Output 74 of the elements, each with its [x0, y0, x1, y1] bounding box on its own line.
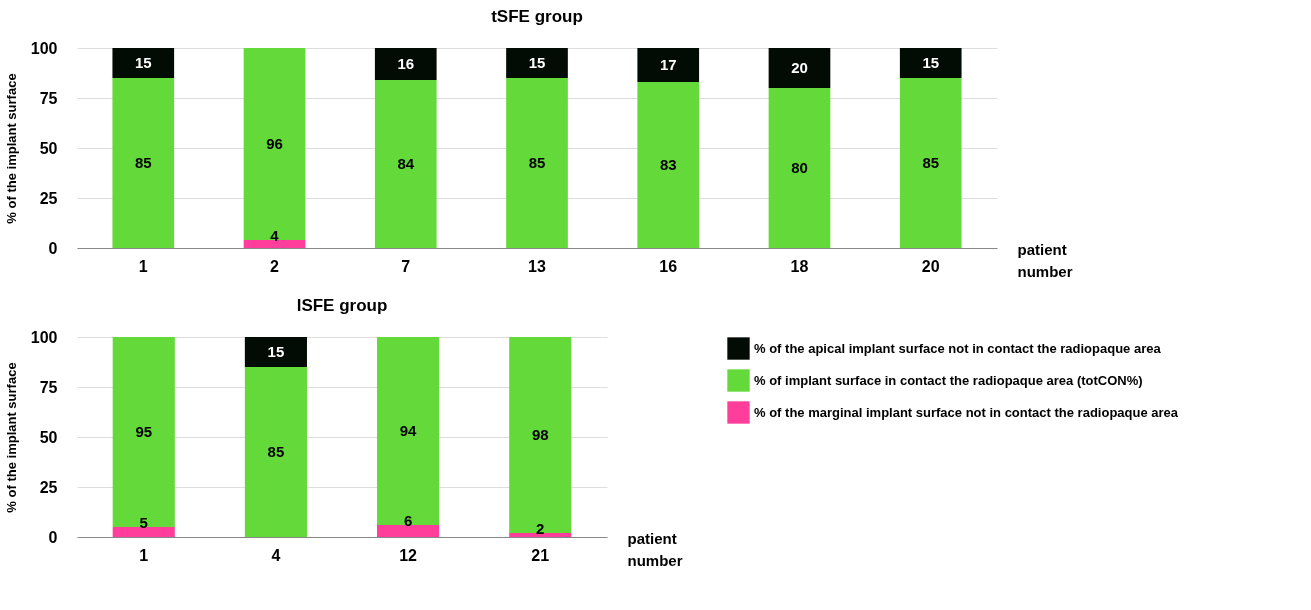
- y-tick-label: 75: [39, 378, 58, 396]
- data-label: 15: [134, 54, 152, 71]
- bar: [377, 525, 440, 537]
- y-tick-label: 0: [48, 239, 58, 257]
- data-label: 85: [134, 154, 152, 171]
- bar: [506, 78, 568, 248]
- bar: [506, 48, 568, 78]
- legend-label: % of implant surface in contact the radiopaque area (totCON%): [754, 372, 1143, 388]
- data-label: 80: [791, 159, 808, 176]
- y-tick-label: 100: [30, 39, 58, 57]
- x-tick-label: 13: [528, 257, 546, 275]
- legend-label: % of the apical implant surface not in contact the radiopaque area: [754, 340, 1162, 356]
- x-axis-title: patient number: [627, 529, 683, 569]
- x-tick-label: 16: [659, 257, 678, 275]
- legend-label: % of the marginal implant surface not in contact the radiopaque area: [754, 404, 1179, 420]
- data-label: 96: [266, 135, 283, 152]
- bar: [243, 240, 306, 248]
- data-label: 15: [922, 54, 940, 71]
- bar: [637, 82, 700, 248]
- bar: [509, 337, 572, 533]
- y-tick-label: 75: [39, 89, 58, 107]
- data-label: 83: [659, 156, 677, 173]
- bar: [374, 80, 437, 248]
- bar: [899, 48, 962, 78]
- data-label: 85: [528, 154, 546, 171]
- y-tick-label: 25: [39, 189, 58, 207]
- bar: [899, 78, 962, 248]
- x-tick-label: 1: [138, 257, 148, 275]
- bar: [637, 48, 700, 82]
- data-label: 95: [135, 423, 153, 440]
- bar: [377, 337, 440, 525]
- y-tick-label: 50: [39, 428, 58, 446]
- chart-title: lSFE group: [296, 296, 388, 315]
- y-axis-title: % of the implant surface: [3, 73, 19, 224]
- chart-title: tSFE group: [491, 7, 583, 26]
- data-label: 6: [403, 512, 413, 529]
- y-tick-label: 25: [39, 478, 58, 496]
- data-label: 94: [399, 422, 418, 439]
- data-label: 85: [267, 443, 285, 460]
- y-axis-title: % of the implant surface: [3, 362, 19, 513]
- data-label: 16: [397, 55, 415, 72]
- bar: [768, 88, 831, 248]
- x-axis-title: patient number: [1017, 240, 1073, 280]
- bar: [244, 367, 307, 537]
- y-tick-label: 100: [30, 328, 58, 346]
- x-tick-label: 20: [921, 257, 940, 275]
- data-label: 15: [528, 54, 546, 71]
- data-label: 85: [922, 154, 940, 171]
- x-tick-label: 1: [139, 546, 149, 564]
- data-label: 17: [659, 56, 677, 73]
- data-label: 15: [267, 343, 285, 360]
- data-label: 5: [139, 514, 148, 531]
- x-tick-label: 4: [271, 546, 281, 564]
- bar: [509, 533, 572, 537]
- y-tick-label: 50: [39, 139, 58, 157]
- data-label: 84: [397, 155, 415, 172]
- bar: [112, 78, 175, 248]
- x-tick-label: 21: [531, 546, 550, 564]
- bar: [112, 527, 175, 537]
- bar: [244, 337, 307, 367]
- bar: [243, 48, 306, 240]
- bar: [112, 337, 175, 527]
- bar: [374, 48, 437, 80]
- x-tick-label: 18: [790, 257, 809, 275]
- x-tick-label: 7: [401, 257, 411, 275]
- bar: [112, 48, 175, 78]
- data-label: 98: [531, 426, 549, 443]
- y-tick-label: 0: [48, 528, 58, 546]
- bar: [768, 48, 831, 88]
- data-label: 4: [270, 227, 280, 244]
- data-label: 2: [536, 520, 545, 537]
- data-label: 20: [791, 59, 808, 76]
- x-tick-label: 12: [399, 546, 418, 564]
- x-tick-label: 2: [270, 257, 280, 275]
